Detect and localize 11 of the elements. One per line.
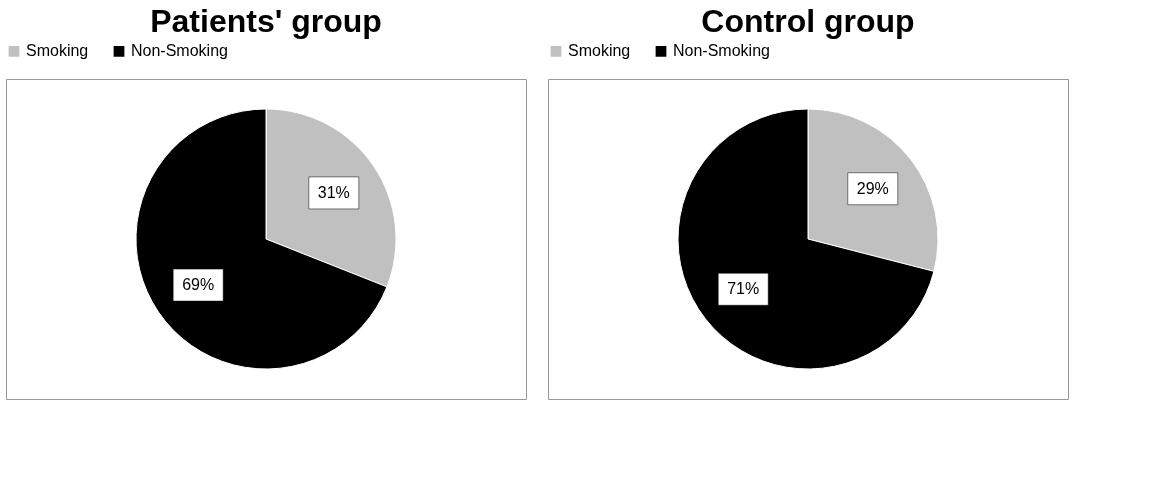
chart-title: Control group xyxy=(701,3,915,39)
chart-title: Patients' group xyxy=(150,3,382,39)
legend-label: Smoking xyxy=(568,42,631,60)
data-label: 69% xyxy=(182,276,215,294)
legend-label: Smoking xyxy=(26,42,89,60)
pie-slice xyxy=(677,108,935,370)
data-label: 31% xyxy=(317,183,350,201)
data-label: 29% xyxy=(856,179,889,197)
data-label: 71% xyxy=(727,280,760,298)
legend-label: Non-Smoking xyxy=(131,42,228,60)
legend-label: Non-Smoking xyxy=(673,42,770,60)
